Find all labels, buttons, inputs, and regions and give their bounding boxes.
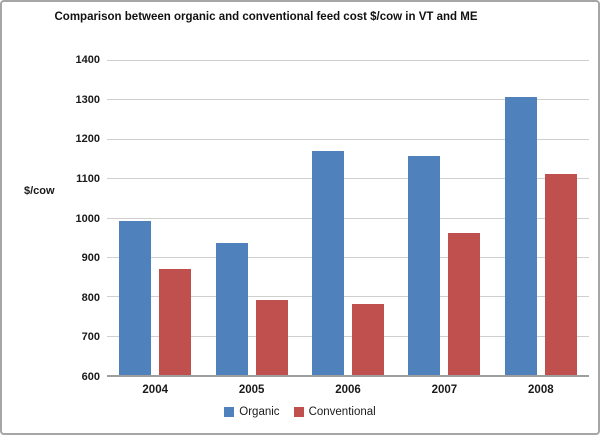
x-tick-label: 2004	[142, 384, 168, 396]
legend: Organic Conventional	[2, 406, 598, 418]
x-tick-label: 2005	[238, 384, 265, 396]
y-tick-label: 1200	[75, 133, 100, 146]
y-tick-label: 1300	[75, 93, 100, 106]
bar-organic-2004	[119, 221, 152, 375]
bar-organic-2006	[312, 150, 345, 375]
x-axis: 2004 2005 2006 2007 2008	[107, 384, 589, 396]
bar-conventional-2008	[544, 174, 577, 375]
bar-group-2006	[300, 60, 396, 375]
y-tick-label: 900	[81, 252, 100, 265]
bar-groups	[107, 60, 589, 375]
y-tick-label: 1100	[76, 172, 100, 185]
y-tick-label: 800	[81, 291, 100, 304]
y-axis: 1400 1300 1200 1100 1000 900 800 700 600	[2, 54, 100, 383]
bar-organic-2007	[408, 156, 441, 375]
gridline	[107, 335, 589, 337]
plot-area	[107, 60, 589, 377]
legend-swatch-icon	[224, 407, 235, 417]
x-tick-label: 2008	[528, 384, 554, 396]
legend-label: Organic	[239, 406, 280, 418]
bar-group-2005	[203, 60, 299, 375]
legend-label: Conventional	[308, 406, 376, 418]
bar-conventional-2007	[448, 233, 481, 375]
y-axis-title: $/cow	[24, 185, 55, 197]
chart-title: Comparison between organic and conventio…	[54, 11, 478, 23]
gridline	[107, 60, 589, 61]
x-tick-label: 2007	[431, 384, 458, 396]
gridline	[107, 217, 589, 219]
gridline	[107, 256, 589, 258]
x-tick-label: 2006	[335, 384, 361, 396]
legend-item-conventional: Conventional	[293, 406, 376, 418]
bar-organic-2008	[504, 97, 537, 375]
bar-conventional-2006	[352, 304, 385, 375]
bar-group-2007	[396, 60, 492, 375]
y-tick-label: 600	[81, 371, 100, 383]
y-tick-label: 1000	[75, 212, 100, 225]
gridline	[107, 178, 589, 180]
bar-conventional-2004	[159, 268, 192, 375]
y-tick-label: 700	[81, 331, 100, 344]
legend-swatch-icon	[293, 407, 304, 417]
gridline	[107, 296, 589, 298]
bar-conventional-2005	[255, 300, 288, 375]
gridline	[107, 138, 589, 140]
bar-group-2004	[107, 60, 203, 375]
y-tick-label: 1400	[75, 54, 100, 66]
gridline	[107, 99, 589, 101]
bar-organic-2005	[215, 243, 248, 375]
legend-item-organic: Organic	[224, 406, 280, 418]
bar-group-2008	[493, 60, 589, 375]
